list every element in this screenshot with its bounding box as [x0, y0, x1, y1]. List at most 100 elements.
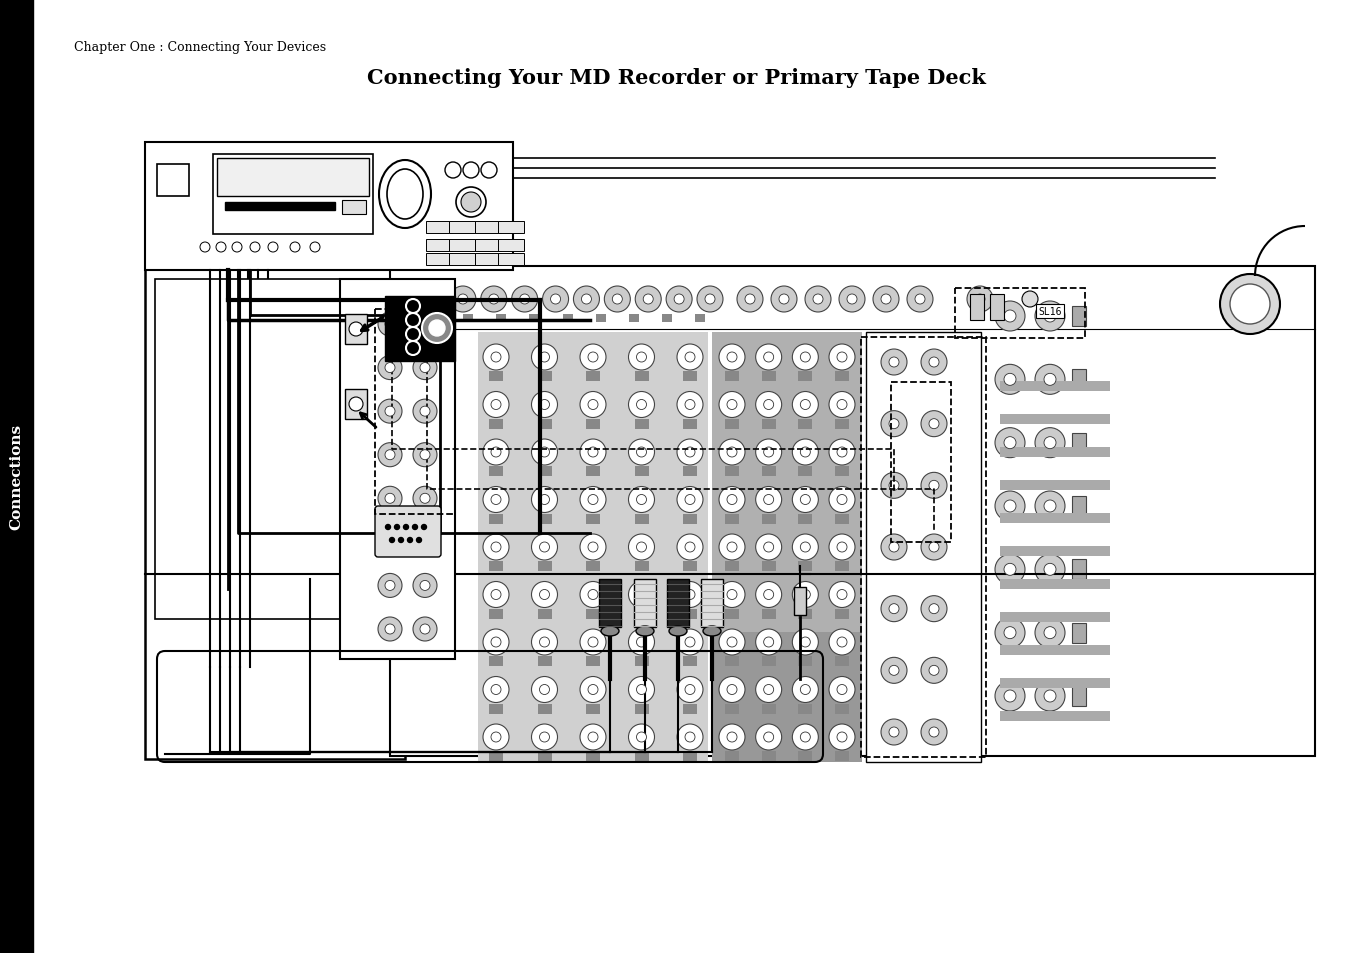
Circle shape: [580, 582, 607, 608]
Bar: [430, 314, 440, 323]
Circle shape: [666, 287, 692, 313]
Bar: [635, 609, 648, 618]
Bar: [1000, 579, 1111, 589]
Circle shape: [763, 732, 774, 742]
Circle shape: [484, 724, 509, 750]
Bar: [1071, 559, 1086, 579]
Circle shape: [481, 287, 507, 313]
Bar: [684, 514, 697, 524]
Bar: [635, 372, 648, 381]
Circle shape: [588, 353, 598, 363]
Circle shape: [994, 681, 1025, 711]
Circle shape: [792, 535, 819, 560]
Circle shape: [677, 392, 703, 418]
Bar: [892, 382, 951, 542]
Circle shape: [628, 535, 654, 560]
Circle shape: [484, 487, 509, 513]
Circle shape: [738, 287, 763, 313]
Circle shape: [385, 407, 394, 416]
Circle shape: [349, 397, 363, 412]
Bar: [762, 657, 775, 666]
Bar: [835, 657, 848, 666]
Circle shape: [719, 487, 744, 513]
Circle shape: [422, 525, 427, 530]
Circle shape: [489, 294, 499, 305]
Circle shape: [889, 727, 898, 738]
Bar: [662, 314, 671, 323]
Circle shape: [580, 677, 607, 702]
Circle shape: [628, 392, 654, 418]
Circle shape: [838, 542, 847, 553]
Circle shape: [719, 677, 744, 702]
Circle shape: [413, 618, 436, 641]
Bar: [538, 703, 551, 714]
Circle shape: [539, 732, 550, 742]
Bar: [798, 703, 812, 714]
Bar: [499, 240, 524, 252]
Bar: [684, 609, 697, 618]
Circle shape: [490, 353, 501, 363]
Circle shape: [719, 439, 744, 465]
Circle shape: [830, 677, 855, 702]
Circle shape: [399, 537, 404, 543]
Circle shape: [838, 353, 847, 363]
Bar: [712, 633, 862, 762]
Ellipse shape: [703, 626, 721, 637]
Bar: [762, 514, 775, 524]
Circle shape: [994, 302, 1025, 332]
Ellipse shape: [636, 626, 654, 637]
Circle shape: [915, 294, 925, 305]
Bar: [990, 294, 1004, 320]
Circle shape: [427, 294, 436, 305]
Circle shape: [385, 580, 394, 591]
Bar: [342, 201, 366, 214]
Circle shape: [1035, 555, 1065, 585]
Bar: [390, 267, 1315, 757]
Bar: [145, 270, 405, 760]
Circle shape: [677, 345, 703, 371]
Circle shape: [490, 448, 501, 457]
Circle shape: [588, 542, 598, 553]
Circle shape: [531, 677, 558, 702]
Circle shape: [755, 392, 782, 418]
Circle shape: [539, 590, 550, 599]
Circle shape: [929, 604, 939, 614]
Bar: [794, 587, 807, 616]
Circle shape: [744, 294, 755, 305]
Circle shape: [763, 685, 774, 695]
Circle shape: [889, 419, 898, 429]
Bar: [1071, 623, 1086, 643]
Circle shape: [830, 629, 855, 656]
Circle shape: [539, 448, 550, 457]
Circle shape: [994, 428, 1025, 458]
Text: Connections: Connections: [9, 423, 23, 530]
Circle shape: [635, 287, 661, 313]
Circle shape: [490, 732, 501, 742]
Bar: [635, 751, 648, 761]
Bar: [1000, 514, 1111, 523]
Bar: [684, 419, 697, 429]
Circle shape: [484, 582, 509, 608]
Circle shape: [422, 314, 453, 344]
Bar: [226, 203, 335, 211]
Text: Chapter One : Connecting Your Devices: Chapter One : Connecting Your Devices: [74, 40, 326, 53]
Circle shape: [763, 542, 774, 553]
Circle shape: [1004, 627, 1016, 639]
Bar: [1000, 645, 1111, 656]
Bar: [562, 314, 573, 323]
Bar: [725, 657, 739, 666]
Bar: [835, 561, 848, 572]
Circle shape: [685, 353, 694, 363]
Circle shape: [484, 392, 509, 418]
Bar: [0, 0, 32, 953]
Circle shape: [404, 525, 408, 530]
Bar: [762, 419, 775, 429]
Circle shape: [1035, 618, 1065, 648]
Circle shape: [481, 163, 497, 179]
Bar: [684, 751, 697, 761]
Circle shape: [394, 525, 400, 530]
Bar: [538, 609, 551, 618]
Circle shape: [378, 356, 403, 380]
Circle shape: [929, 727, 939, 738]
Circle shape: [800, 638, 811, 647]
